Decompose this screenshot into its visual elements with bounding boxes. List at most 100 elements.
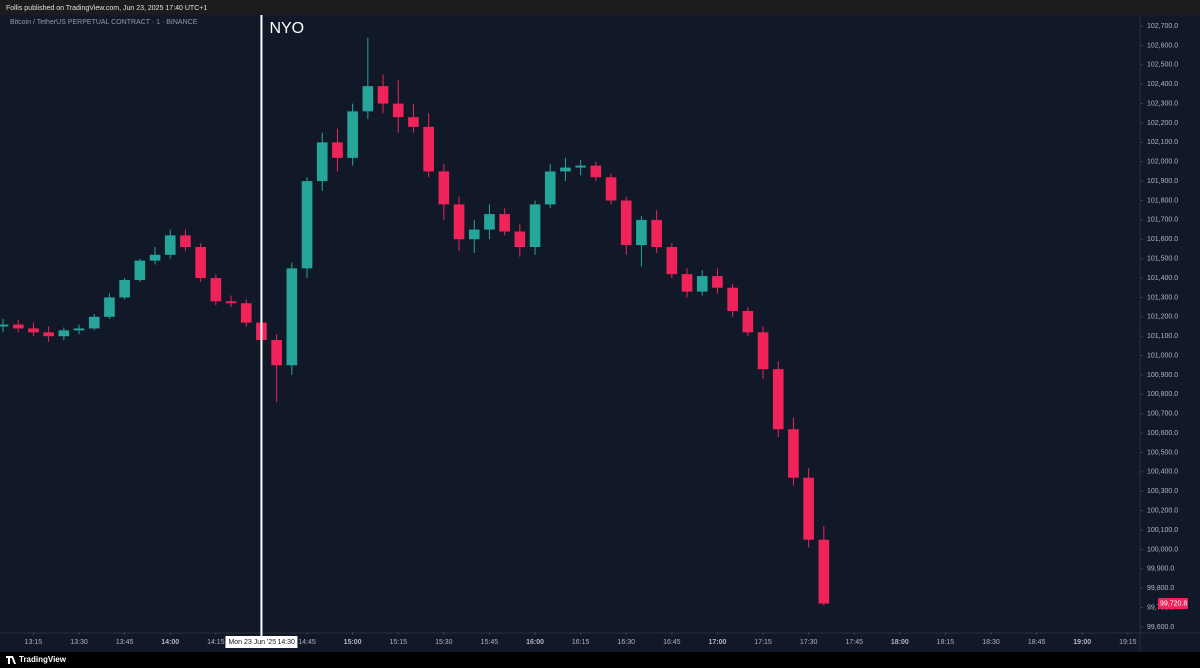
candle-body xyxy=(575,165,586,168)
y-tick-label: 102,600.0 xyxy=(1147,42,1178,49)
candle-body xyxy=(43,332,54,337)
x-tick-label: 16:45 xyxy=(663,639,681,646)
crosshair-date: Mon 23 Jun '25 xyxy=(228,639,276,646)
candle-body xyxy=(712,276,723,288)
top-bar xyxy=(0,0,1200,15)
candle-body xyxy=(453,204,465,240)
x-tick-label: 14:45 xyxy=(298,639,316,646)
candle-body xyxy=(803,477,814,540)
x-tick-label: 14:00 xyxy=(161,639,179,646)
x-tick-label: 13:15 xyxy=(25,639,43,646)
x-tick-label: 18:45 xyxy=(1028,639,1046,646)
x-tick-label: 17:30 xyxy=(800,639,818,646)
x-tick-label: 15:30 xyxy=(435,639,453,646)
y-tick-label: 101,300.0 xyxy=(1147,294,1178,301)
x-tick-label: 17:00 xyxy=(708,639,726,646)
footer-bar xyxy=(0,652,1200,668)
candle-body xyxy=(514,231,526,248)
y-tick-label: 101,400.0 xyxy=(1147,275,1178,282)
candle-body xyxy=(742,310,754,333)
candle-body xyxy=(377,86,389,104)
crosshair-box xyxy=(225,636,298,648)
candle-body xyxy=(0,324,9,327)
candle-body xyxy=(180,235,191,248)
x-tick-label: 16:30 xyxy=(617,639,635,646)
candle-body xyxy=(408,117,419,127)
candle-body xyxy=(620,200,632,246)
y-tick-label: 101,900.0 xyxy=(1147,178,1178,185)
candle-body xyxy=(88,316,100,329)
y-tick-label: 102,200.0 xyxy=(1147,120,1178,127)
x-tick-label: 18:15 xyxy=(937,639,955,646)
candle-body xyxy=(104,297,115,317)
y-tick-label: 101,600.0 xyxy=(1147,236,1178,243)
candle-body xyxy=(271,340,282,366)
x-tick-label: 17:45 xyxy=(845,639,863,646)
y-tick-label: 102,700.0 xyxy=(1147,23,1178,30)
candle-body xyxy=(818,539,830,604)
candle-body xyxy=(423,126,434,172)
x-tick-label: 14:15 xyxy=(207,639,225,646)
candle-body xyxy=(362,86,374,112)
candle-body xyxy=(332,142,343,158)
x-tick-label: 15:45 xyxy=(481,639,499,646)
candle-body xyxy=(286,268,298,366)
x-tick-label: 18:00 xyxy=(891,639,909,646)
y-tick-label: 101,800.0 xyxy=(1147,197,1178,204)
y-tick-label: 101,000.0 xyxy=(1147,352,1178,359)
x-tick-label: 17:15 xyxy=(754,639,772,646)
candle-body xyxy=(210,278,222,302)
x-tick-label: 16:00 xyxy=(526,639,544,646)
y-tick-label: 100,500.0 xyxy=(1147,449,1178,456)
y-tick-label: 99,800.0 xyxy=(1147,585,1174,592)
candle-body xyxy=(544,171,556,205)
y-tick-label: 101,500.0 xyxy=(1147,256,1178,263)
candle-body xyxy=(636,219,647,246)
logo xyxy=(6,656,16,664)
candle-body xyxy=(605,177,617,201)
candle-body xyxy=(681,274,693,292)
y-tick-label: 100,600.0 xyxy=(1147,430,1178,437)
x-tick-label: 18:30 xyxy=(982,639,1000,646)
candle-body xyxy=(119,279,130,298)
y-tick-label: 101,700.0 xyxy=(1147,217,1178,224)
x-tick-label: 13:45 xyxy=(116,639,134,646)
candle-body xyxy=(590,165,602,178)
candle-body xyxy=(301,181,313,269)
candle-body xyxy=(12,324,24,329)
y-tick-label: 102,500.0 xyxy=(1147,62,1178,69)
candle-body xyxy=(772,369,784,430)
footer: TradingView xyxy=(19,655,67,664)
candle-body xyxy=(73,328,85,331)
last-price-box xyxy=(1158,598,1188,610)
candle-body xyxy=(560,167,571,172)
y-tick-label: 102,300.0 xyxy=(1147,100,1178,107)
chart-area xyxy=(0,15,1200,652)
y-tick-label: 102,400.0 xyxy=(1147,81,1178,88)
candle-body xyxy=(529,204,541,248)
y-tick-label: 100,700.0 xyxy=(1147,411,1178,418)
candle-body xyxy=(468,229,480,240)
candle-body xyxy=(28,328,39,333)
crosshair-time: 14:30 xyxy=(277,639,295,646)
y-tick-label: 100,100.0 xyxy=(1147,527,1178,534)
last-price-label: 99,720.8 xyxy=(1160,600,1187,607)
candle-body xyxy=(195,247,206,279)
candle-body xyxy=(347,111,358,158)
candle-body xyxy=(240,303,252,323)
candle-body xyxy=(149,254,161,261)
y-tick-label: 99,900.0 xyxy=(1147,566,1174,573)
y-tick-label: 100,200.0 xyxy=(1147,507,1178,514)
candle-body xyxy=(484,214,495,230)
candle-body xyxy=(696,276,708,292)
x-tick-label: 15:00 xyxy=(344,639,362,646)
candle-body xyxy=(757,332,769,370)
candle-body xyxy=(316,142,328,182)
x-tick-label: 19:15 xyxy=(1119,639,1137,646)
candle-body xyxy=(134,260,146,280)
y-tick-label: 101,100.0 xyxy=(1147,333,1178,340)
candle-body xyxy=(666,247,678,275)
y-tick-label: 102,000.0 xyxy=(1147,159,1178,166)
